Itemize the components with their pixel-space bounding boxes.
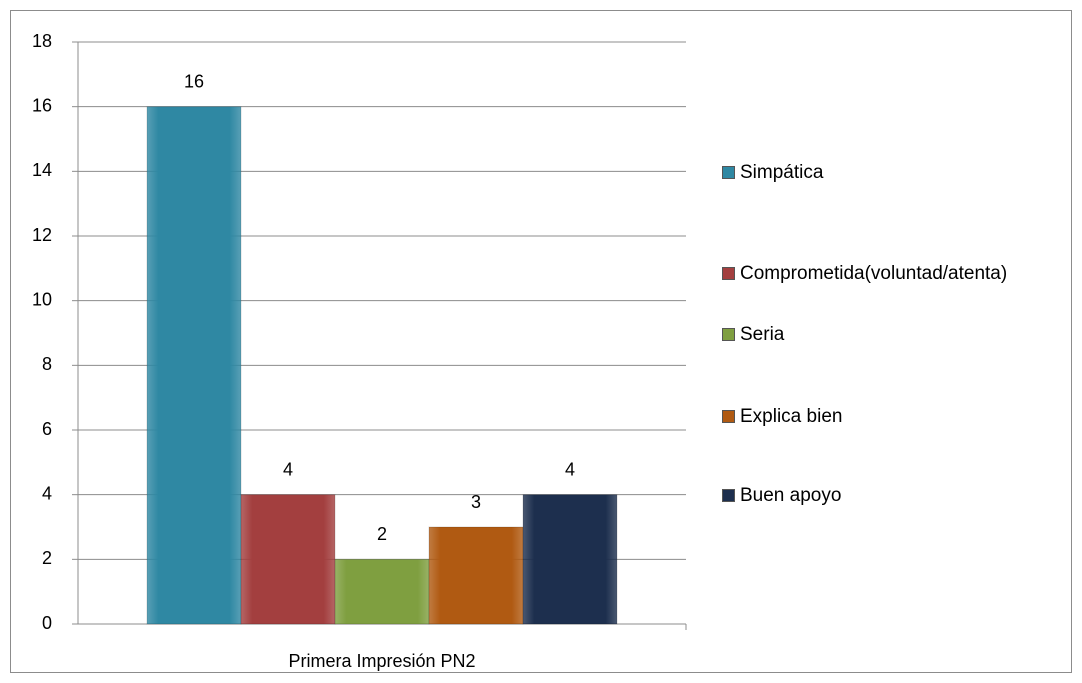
bar (146, 106, 242, 625)
data-label: 2 (377, 524, 387, 544)
data-label: 3 (471, 492, 481, 512)
legend-label: Simpática (740, 162, 824, 183)
y-tick-label: 14 (32, 160, 52, 180)
legend-swatch (722, 489, 735, 502)
y-tick-label: 8 (42, 354, 52, 374)
data-label: 16 (184, 71, 204, 91)
legend-swatch (722, 166, 735, 179)
legend-swatch (722, 328, 735, 341)
data-label: 4 (283, 459, 293, 479)
y-tick-label: 18 (32, 31, 52, 51)
y-tick-label: 4 (42, 483, 52, 503)
legend-item: Seria (722, 319, 1055, 350)
legend-label: Comprometida(voluntad/atenta) (740, 263, 1008, 284)
y-tick-label: 6 (42, 419, 52, 439)
legend-swatch (722, 267, 735, 280)
legend-swatch (722, 410, 735, 423)
legend-item: Explica bien (722, 401, 1055, 432)
bar (334, 558, 430, 625)
bar (522, 494, 618, 625)
x-tick-label: Primera Impresión PN2 (288, 651, 475, 671)
y-tick-label: 10 (32, 289, 52, 309)
y-tick-label: 12 (32, 225, 52, 245)
bar (428, 526, 524, 625)
legend-item: Buen apoyo (722, 480, 1055, 511)
y-tick-label: 0 (42, 613, 52, 633)
data-label: 4 (565, 459, 575, 479)
legend-label: Explica bien (740, 406, 843, 427)
bar (240, 494, 336, 625)
legend-item: Comprometida(voluntad/atenta) (722, 258, 1055, 289)
y-tick-label: 16 (32, 95, 52, 115)
legend-item: Simpática (722, 157, 1055, 188)
legend-label: Buen apoyo (740, 485, 842, 506)
legend-label: Seria (740, 324, 785, 345)
y-tick-label: 2 (42, 548, 52, 568)
